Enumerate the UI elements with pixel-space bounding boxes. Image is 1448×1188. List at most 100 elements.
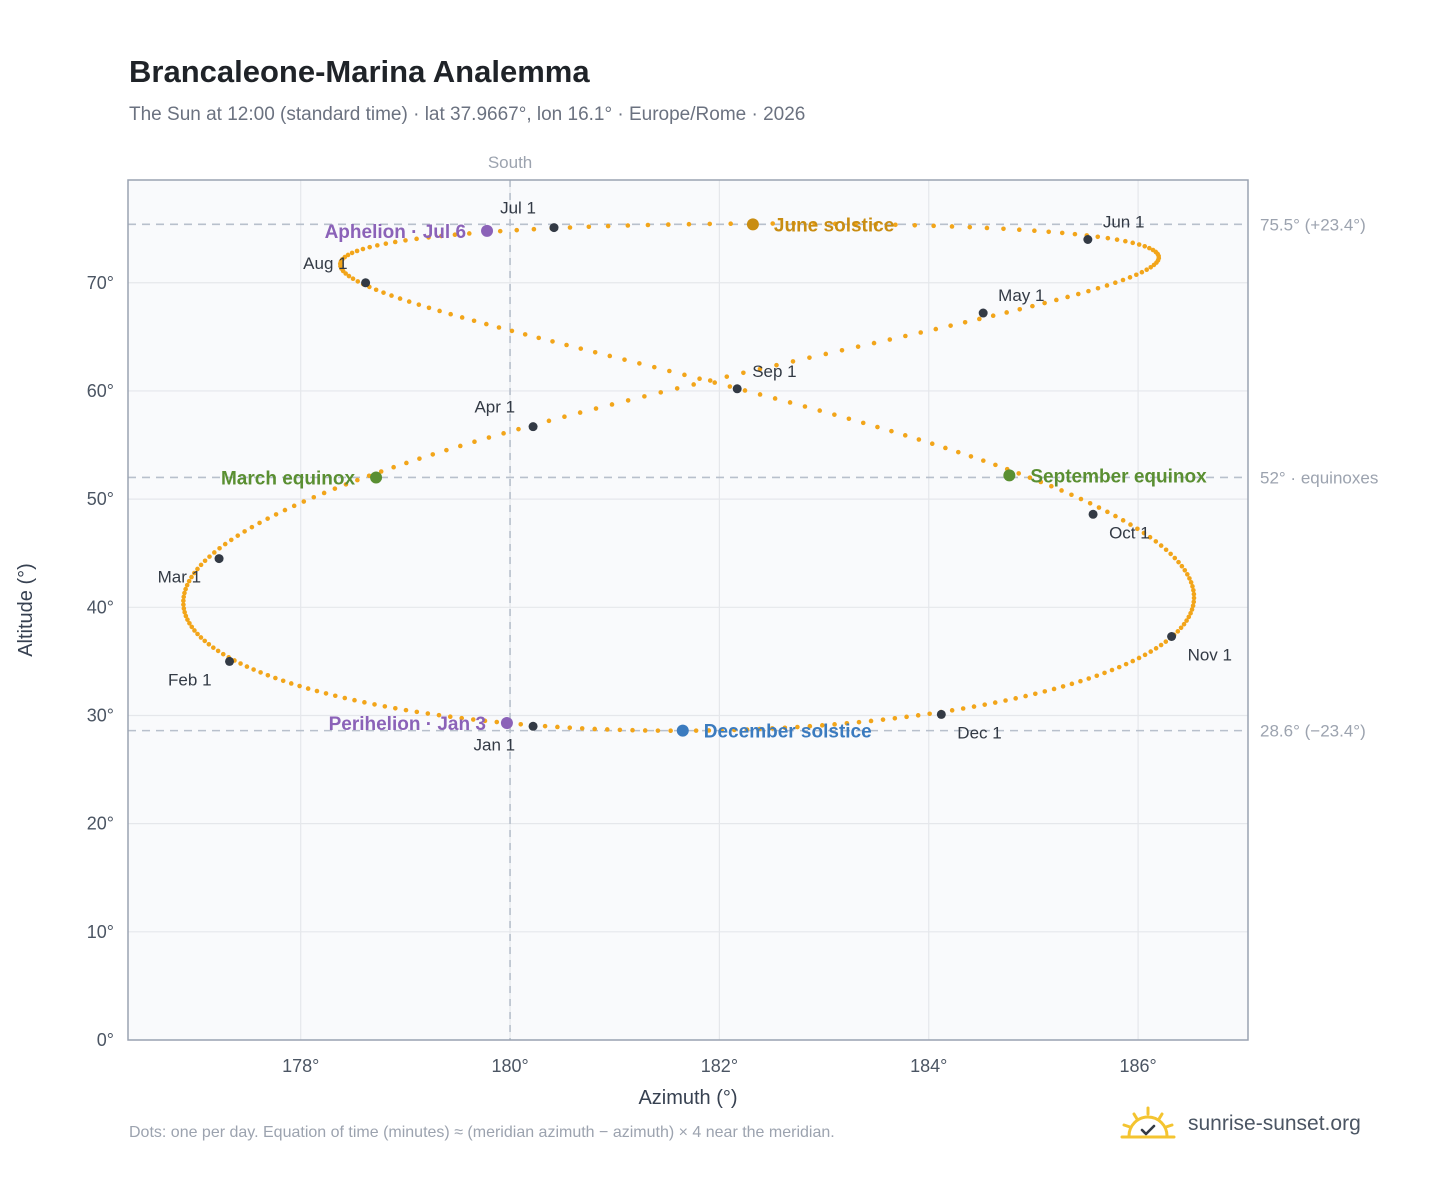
daily-position-dot <box>757 366 763 372</box>
markers: Jan 1 Feb 1 Mar 1 Apr 1 May 1 Jun 1 Jul 1 Aug 1… <box>158 199 1232 755</box>
daily-position-dot <box>844 721 850 726</box>
daily-position-dot <box>426 305 432 311</box>
daily-position-dot <box>1191 599 1197 605</box>
daily-position-dot <box>812 221 817 226</box>
daily-position-dot <box>1003 698 1008 703</box>
y-tick-label: 0° <box>97 1030 114 1050</box>
daily-position-dot <box>1059 230 1065 236</box>
daily-position-dot <box>1075 291 1081 297</box>
month-label: Jun 1 <box>1103 212 1145 231</box>
daily-position-dot <box>1142 243 1148 249</box>
month-label: Mar 1 <box>158 568 201 587</box>
daily-position-dot <box>927 711 932 717</box>
month-marker <box>1088 509 1098 519</box>
daily-position-dot <box>1013 696 1018 701</box>
daily-position-dot <box>1188 610 1193 616</box>
daily-position-dot <box>586 224 592 230</box>
meridian-label: South <box>488 153 532 172</box>
daily-position-dot <box>903 333 908 339</box>
daily-position-dot <box>1190 584 1195 589</box>
reference-line-label: 28.6° (−23.4°) <box>1260 722 1366 741</box>
daily-position-dot <box>273 675 278 681</box>
daily-position-dot <box>604 727 610 732</box>
daily-position-dot <box>807 355 812 360</box>
daily-position-dot <box>790 359 796 364</box>
daily-position-dot <box>414 236 419 242</box>
daily-position-dot <box>355 477 360 483</box>
y-tick-label: 10° <box>87 922 114 942</box>
daily-position-dot <box>719 727 724 733</box>
daily-position-dot <box>207 554 212 559</box>
daily-position-dot <box>846 416 852 422</box>
daily-position-dot <box>832 722 837 727</box>
daily-position-dot <box>1087 500 1093 506</box>
daily-position-dot <box>1038 479 1044 485</box>
daily-position-dot <box>288 681 294 686</box>
daily-position-dot <box>314 688 320 694</box>
daily-position-dot <box>1172 555 1178 561</box>
daily-position-dot <box>579 726 585 731</box>
daily-position-dot <box>1102 670 1107 676</box>
daily-position-dot <box>383 241 389 246</box>
daily-position-dot <box>550 339 555 344</box>
daily-position-dot <box>426 235 431 240</box>
daily-position-dot <box>514 227 520 233</box>
daily-position-dot <box>772 396 778 401</box>
daily-position-dot <box>1144 267 1149 273</box>
daily-position-dot <box>472 439 477 445</box>
daily-position-dot <box>323 691 329 696</box>
axes: 178° 180° 182° 184° 186° 0° 10° 20° 30° 40° 50° 60°… <box>15 273 1157 1109</box>
daily-position-dot <box>787 400 793 405</box>
month-label: Nov 1 <box>1188 646 1232 665</box>
daily-position-dot <box>1116 664 1122 670</box>
daily-position-dot <box>960 706 966 711</box>
daily-position-dot <box>189 624 195 630</box>
daily-position-dot <box>1078 496 1084 502</box>
daily-position-dot <box>189 574 194 580</box>
daily-position-dot <box>501 431 506 436</box>
event-label: December solstice <box>704 722 872 743</box>
month-marker <box>214 554 224 564</box>
daily-position-dot <box>630 727 635 733</box>
daily-position-dot <box>564 342 569 348</box>
month-marker <box>528 422 538 432</box>
daily-position-dot <box>1049 483 1054 489</box>
daily-position-dot <box>258 670 263 675</box>
daily-position-dot <box>404 460 409 466</box>
daily-position-dot <box>645 222 651 228</box>
daily-position-dot <box>181 594 187 600</box>
daily-position-dot <box>198 562 204 568</box>
daily-position-dot <box>860 420 866 426</box>
daily-position-dot <box>343 482 349 487</box>
daily-position-dot <box>350 276 356 282</box>
daily-position-dot <box>1004 310 1009 315</box>
daily-position-dot <box>355 279 361 284</box>
daily-position-dot <box>1016 227 1022 233</box>
daily-position-dot <box>1095 285 1101 291</box>
daily-position-dot <box>1078 678 1083 684</box>
daily-position-dot <box>949 224 955 229</box>
daily-position-dot <box>592 349 598 355</box>
daily-position-dot <box>202 638 208 644</box>
daily-position-dot <box>871 340 877 346</box>
daily-position-dot <box>992 700 998 705</box>
daily-position-dot <box>516 426 521 432</box>
daily-position-dot <box>257 520 262 526</box>
daily-position-dot <box>855 344 861 349</box>
daily-position-dot <box>1142 652 1148 658</box>
daily-position-dot <box>1030 303 1035 309</box>
daily-position-dot <box>1105 235 1111 241</box>
daily-position-dot <box>1096 505 1102 510</box>
daily-position-dot <box>693 728 699 733</box>
daily-position-dot <box>1136 242 1142 247</box>
daily-position-dot <box>642 728 648 733</box>
daily-position-dot <box>1188 580 1194 585</box>
daily-position-dot <box>531 226 537 232</box>
y-tick-label: 50° <box>87 489 114 509</box>
daily-position-dot <box>297 683 302 689</box>
daily-position-dot <box>933 326 939 332</box>
daily-position-dot <box>1023 693 1028 699</box>
daily-position-dot <box>354 248 360 254</box>
event-marker <box>746 218 759 231</box>
